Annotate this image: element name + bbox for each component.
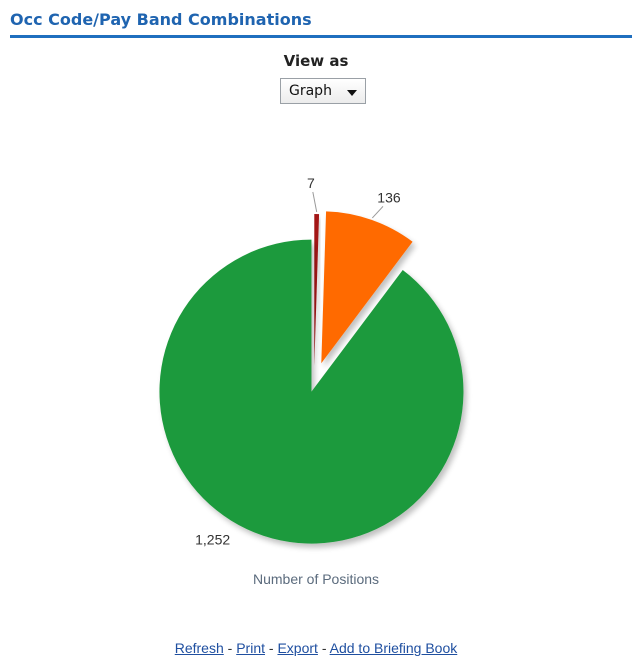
section-title: Occ Code/Pay Band Combinations	[10, 10, 312, 29]
pie-slice[interactable]	[314, 214, 320, 367]
link-separator: -	[321, 640, 327, 656]
report-links: Refresh - Print - Export - Add to Briefi…	[0, 640, 632, 656]
view-as-selected-value: Graph	[289, 83, 332, 99]
add-to-briefing-book-link[interactable]: Add to Briefing Book	[329, 640, 458, 656]
link-separator: -	[268, 640, 274, 656]
print-link[interactable]: Print	[236, 640, 266, 656]
link-separator: -	[227, 640, 233, 656]
pie-chart-svg: 7 136 1,252	[159, 175, 464, 547]
section-header: Occ Code/Pay Band Combinations	[10, 4, 632, 38]
refresh-link[interactable]: Refresh	[174, 640, 224, 656]
export-link[interactable]: Export	[277, 640, 318, 656]
pie-data-label: 7	[307, 175, 315, 191]
view-as-label: View as	[283, 52, 349, 70]
view-as-select[interactable]: Graph	[280, 78, 366, 104]
pie-data-label: 1,252	[195, 531, 230, 547]
chevron-down-icon	[347, 90, 357, 96]
pie-slice[interactable]	[321, 211, 413, 364]
chart-title: Number of Positions	[252, 571, 380, 587]
pie-data-label: 136	[377, 189, 401, 205]
pie-chart: 7 136 1,252	[0, 120, 632, 600]
pie-leader-line	[312, 191, 318, 213]
pie-slice[interactable]	[159, 239, 464, 544]
pie-leader-line	[371, 206, 384, 219]
